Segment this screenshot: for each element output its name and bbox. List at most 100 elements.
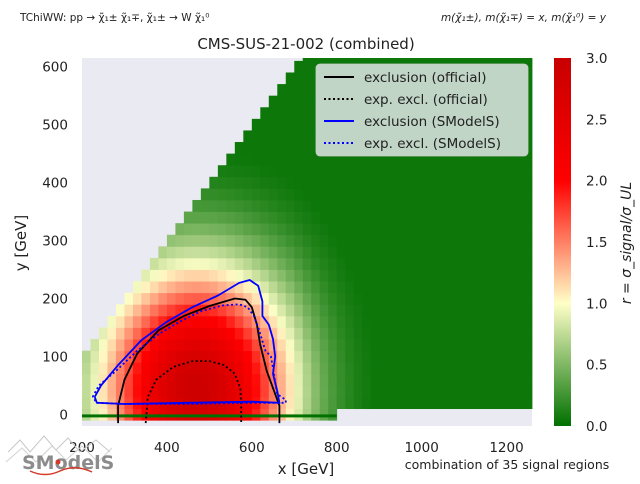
heatmap-cell — [90, 397, 100, 410]
heatmap-cell — [396, 223, 406, 236]
heatmap-cell — [336, 292, 346, 305]
heatmap-cell — [132, 281, 142, 294]
heatmap-cell — [260, 327, 270, 340]
heatmap-cell — [243, 223, 253, 236]
heatmap-cell — [413, 339, 423, 352]
heatmap-cell — [226, 223, 236, 236]
heatmap-cell — [464, 362, 473, 375]
heatmap-cell — [396, 397, 406, 410]
heatmap-cell — [455, 269, 465, 282]
heatmap-cell — [311, 362, 321, 375]
heatmap-cell — [455, 153, 465, 166]
heatmap-cell — [98, 373, 108, 386]
legend-label-0: exclusion (official) — [364, 70, 486, 86]
heatmap-cell — [413, 385, 423, 398]
heatmap-cell — [251, 153, 261, 166]
y-tick-label: 200 — [42, 292, 68, 308]
heatmap-cell — [192, 234, 202, 247]
heatmap-cell — [421, 176, 431, 189]
heatmap-cell — [413, 292, 423, 305]
heatmap-cell — [175, 385, 185, 398]
heatmap-cell — [447, 304, 456, 317]
heatmap-cell — [404, 234, 414, 247]
heatmap-cell — [319, 188, 329, 201]
heatmap-cell — [158, 339, 168, 352]
heatmap-cell — [464, 327, 473, 340]
heatmap-cell — [523, 385, 533, 398]
heatmap-cell — [438, 165, 448, 178]
heatmap-cell — [430, 292, 439, 305]
heatmap-cell — [234, 350, 244, 363]
heatmap-cell — [489, 327, 499, 340]
heatmap-cell — [115, 373, 125, 386]
x-tick-label: 800 — [324, 440, 350, 456]
heatmap-cell — [302, 60, 312, 73]
heatmap-cell — [183, 292, 193, 305]
heatmap-cell — [277, 362, 287, 375]
heatmap-cell — [183, 211, 193, 224]
heatmap-cell — [268, 95, 278, 108]
heatmap-cell — [404, 269, 414, 282]
heatmap-cell — [430, 373, 439, 386]
heatmap-cell — [336, 397, 346, 410]
heatmap-cell — [251, 118, 261, 131]
heatmap-cell — [489, 397, 499, 410]
heatmap-cell — [464, 373, 473, 386]
heatmap-cell — [115, 350, 125, 363]
heatmap-cell — [336, 269, 346, 282]
heatmap-cell — [158, 385, 168, 398]
heatmap-cell — [353, 304, 363, 317]
heatmap-cell — [302, 165, 312, 178]
heatmap-cell — [396, 211, 406, 224]
heatmap-cell — [132, 292, 142, 305]
heatmap-cell — [413, 199, 423, 212]
heatmap-cell — [515, 234, 524, 247]
heatmap-cell — [294, 385, 304, 398]
smodels-logo: SModelS — [5, 435, 114, 476]
heatmap-cell — [438, 327, 448, 340]
heatmap-cell — [243, 188, 253, 201]
heatmap-cell — [336, 362, 346, 375]
colorbar-tick-label: 0.5 — [586, 358, 607, 374]
heatmap-cell — [268, 165, 278, 178]
heatmap-cell — [260, 223, 270, 236]
heatmap-cell — [379, 234, 389, 247]
heatmap-cell — [438, 269, 448, 282]
heatmap-cell — [396, 234, 406, 247]
heatmap-cell — [90, 362, 100, 375]
heatmap-cell — [82, 373, 91, 386]
heatmap-cell — [421, 315, 431, 328]
heatmap-cell — [370, 176, 380, 189]
heatmap-cell — [455, 188, 465, 201]
heatmap-cell — [506, 281, 516, 294]
heatmap-cell — [277, 95, 287, 108]
heatmap-cell — [200, 362, 210, 375]
heatmap-cell — [98, 362, 108, 375]
heatmap-cell — [515, 246, 524, 259]
heatmap-cell — [413, 234, 423, 247]
heatmap-cell — [438, 58, 448, 62]
y-tick-label: 100 — [42, 349, 68, 365]
heatmap-cell — [498, 350, 507, 363]
heatmap-cell — [209, 211, 219, 224]
heatmap-cell — [430, 211, 439, 224]
heatmap-cell — [311, 269, 321, 282]
heatmap-cell — [311, 257, 321, 270]
heatmap-cell — [302, 339, 312, 352]
heatmap-cell — [234, 234, 244, 247]
heatmap-cell — [141, 385, 151, 398]
heatmap-cell — [319, 257, 329, 270]
heatmap-cell — [115, 327, 125, 340]
heatmap-cell — [438, 292, 448, 305]
heatmap-cell — [379, 315, 389, 328]
heatmap-cell — [379, 199, 389, 212]
heatmap-cell — [166, 327, 176, 340]
heatmap-cell — [285, 176, 295, 189]
heatmap-cell — [294, 130, 304, 143]
heatmap-cell — [319, 153, 329, 166]
heatmap-cell — [243, 153, 253, 166]
heatmap-cell — [515, 257, 524, 270]
heatmap-cell — [243, 385, 253, 398]
heatmap-cell — [370, 281, 380, 294]
heatmap-cell — [353, 199, 363, 212]
